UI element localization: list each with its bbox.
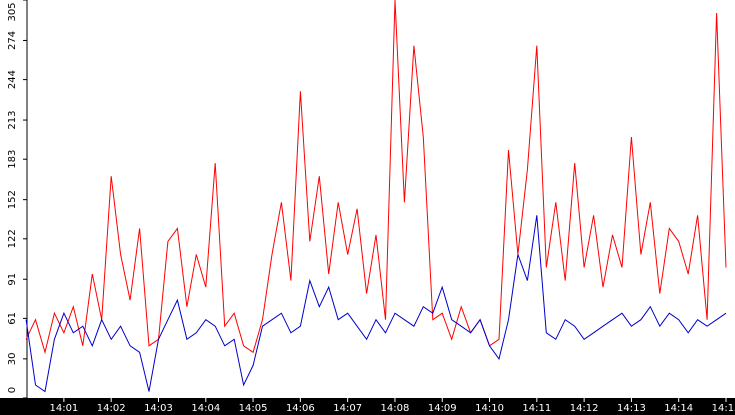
x-tick-label: 14:11 (522, 403, 551, 414)
x-tick-label: 14:13 (617, 403, 646, 414)
x-tick-label: 14:08 (381, 403, 410, 414)
x-tick-label: 14:10 (475, 403, 504, 414)
x-tick-label: 14:03 (144, 403, 173, 414)
x-tick-label: 14:09 (428, 403, 457, 414)
y-tick-label: 274 (7, 31, 18, 50)
series-line (25, 0, 727, 355)
y-tick-label: 152 (7, 190, 18, 209)
x-tick-label: 14:02 (97, 403, 126, 414)
x-axis-band (0, 398, 735, 415)
x-tick-label: 14:04 (191, 403, 220, 414)
y-tick-label: 305 (7, 2, 18, 21)
y-tick-label: 213 (7, 111, 18, 130)
y-tick-label: 183 (7, 150, 18, 169)
y-tick-label: 244 (7, 70, 18, 89)
y-tick-label: 91 (7, 273, 18, 286)
series-line (25, 215, 727, 393)
x-tick-label: 14:15 (712, 403, 735, 414)
y-tick-label: 0 (7, 387, 18, 393)
x-tick-label: 14:07 (333, 403, 362, 414)
y-tick-label: 30 (7, 352, 18, 365)
x-tick-label: 14:12 (570, 403, 599, 414)
x-tick-label: 14:06 (286, 403, 315, 414)
y-tick-label: 122 (7, 229, 18, 248)
y-tick-label: 61 (7, 312, 18, 325)
x-tick-label: 14:14 (664, 403, 693, 414)
x-tick-label: 14:05 (239, 403, 268, 414)
x-tick-label: 14:01 (49, 403, 78, 414)
